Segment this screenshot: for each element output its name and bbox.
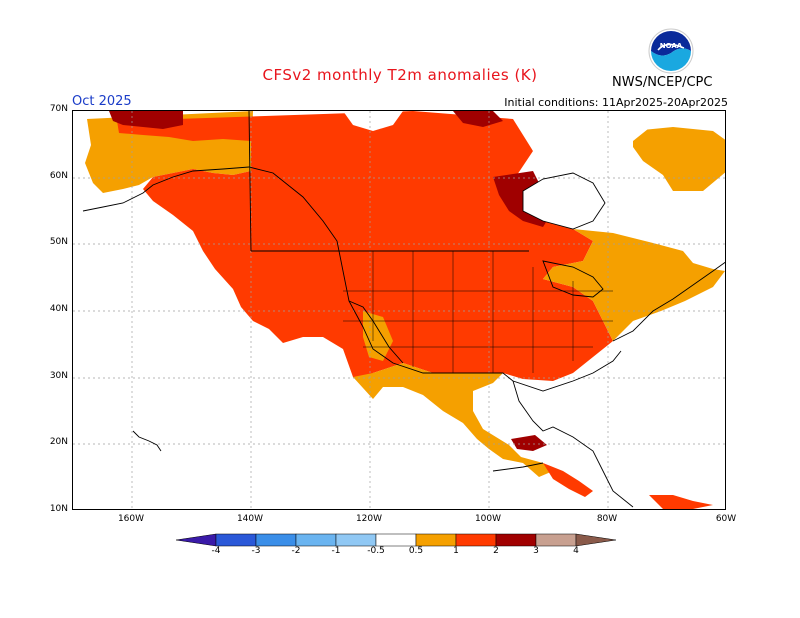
noaa-logo-icon: NOAA <box>648 28 694 74</box>
legend-swatch <box>335 533 377 547</box>
valid-month-label: Oct 2025 <box>72 94 132 109</box>
map-title: CFSv2 monthly T2m anomalies (K) <box>262 66 538 84</box>
dark-red-patch-mexico <box>511 435 547 451</box>
noaa-logo-text: NOAA <box>660 42 683 50</box>
dark-red-patch-east <box>453 111 503 127</box>
lon-label: 100W <box>474 514 502 524</box>
legend-tick-label: 0.5 <box>408 546 424 556</box>
initial-conditions-label: Initial conditions: 11Apr2025-20Apr2025 <box>504 96 728 109</box>
agency-label: NWS/NCEP/CPC <box>612 75 713 90</box>
legend-tick-label: -1 <box>331 546 341 556</box>
anomaly-map-canvas <box>73 111 725 509</box>
legend-tick-label: 2 <box>493 546 499 556</box>
lat-label: 70N <box>49 104 68 114</box>
legend-tick-label: -2 <box>291 546 301 556</box>
legend-tick-label: 4 <box>573 546 579 556</box>
legend-tick-label: 3 <box>533 546 539 556</box>
lat-label: 50N <box>49 237 68 247</box>
lat-label: 40N <box>49 304 68 314</box>
legend-swatch <box>535 533 577 547</box>
lon-label: 120W <box>355 514 383 524</box>
central-america-warm <box>543 463 593 497</box>
legend-swatch <box>375 533 417 547</box>
coastlines <box>82 111 725 508</box>
greenland-white <box>521 111 653 179</box>
caribbean-warm-region <box>649 495 713 509</box>
legend-swatch <box>176 533 217 547</box>
lat-label: 60N <box>49 171 68 181</box>
legend-swatch <box>295 533 337 547</box>
orange-east-canada-region <box>633 127 725 191</box>
anomaly-map <box>72 110 726 510</box>
orange-southwest-region <box>363 311 393 361</box>
lat-label: 20N <box>49 437 68 447</box>
legend-tick-label: 1 <box>453 546 459 556</box>
legend-swatch <box>215 533 257 547</box>
legend-tick-label: -3 <box>251 546 261 556</box>
legend-tick-label: -4 <box>211 546 221 556</box>
legend-swatch <box>495 533 537 547</box>
legend-swatch <box>455 533 497 547</box>
legend-tick-label: -0.5 <box>367 546 385 556</box>
legend-swatch <box>575 533 617 547</box>
lon-label: 80W <box>596 514 618 524</box>
lon-label: 160W <box>117 514 145 524</box>
legend-swatch <box>415 533 457 547</box>
state-borders <box>343 251 613 373</box>
lon-label: 60W <box>715 514 737 524</box>
hudson-bay-white <box>523 173 605 229</box>
map-gridlines <box>73 111 725 509</box>
color-legend-bar <box>176 533 617 547</box>
dark-red-patch-north <box>109 111 183 129</box>
orange-east-us-region <box>543 229 725 341</box>
arctic-islands-white <box>343 111 403 131</box>
legend-swatch <box>255 533 297 547</box>
orange-mexico-region <box>353 363 553 477</box>
lat-label: 30N <box>49 371 68 381</box>
lon-label: 140W <box>236 514 264 524</box>
lat-label: 10N <box>49 504 68 514</box>
